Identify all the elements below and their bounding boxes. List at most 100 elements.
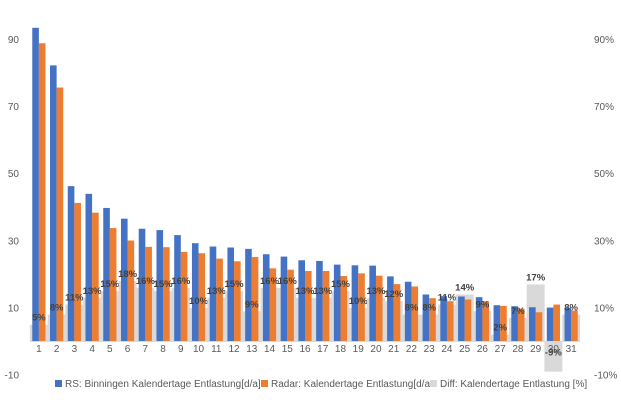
right-axis-tick-label: 70%	[594, 102, 614, 113]
diff-data-label: 8%	[422, 303, 436, 314]
radar-bar	[535, 312, 543, 342]
radar-bar	[411, 286, 419, 342]
legend-swatch	[261, 380, 268, 387]
rs-binningen-bar	[511, 306, 518, 342]
rs-binningen-bar	[475, 297, 483, 342]
radar-bar	[322, 271, 330, 342]
diff-data-label: 15%	[331, 279, 351, 290]
x-axis-tick-label: 17	[317, 344, 329, 355]
x-axis-tick-label: 12	[228, 344, 240, 355]
rs-binningen-bar	[50, 65, 57, 342]
rs-binningen-bar	[440, 296, 447, 342]
diff-data-label: 10%	[349, 296, 369, 307]
legend-swatch	[55, 380, 62, 387]
x-axis-tick-label: 24	[441, 344, 453, 355]
radar-bar	[38, 43, 46, 342]
right-axis-tick-label: 30%	[594, 236, 614, 247]
diff-data-label: 5%	[32, 313, 46, 324]
rs-binningen-bar	[209, 246, 217, 342]
x-axis-tick-label: 6	[125, 344, 131, 355]
right-axis-tick-label: 10%	[594, 303, 614, 314]
rs-binningen-bar	[458, 296, 465, 342]
legend-label: Radar: Kalendertage Entlastung[d/a	[271, 379, 430, 390]
diff-data-label: 16%	[171, 276, 191, 287]
rs-binningen-bar	[191, 243, 199, 342]
rs-binningen-bar	[351, 265, 359, 342]
diff-data-label: 16%	[260, 276, 280, 287]
left-axis-tick-label: 50	[8, 169, 20, 180]
x-axis-tick-label: 7	[143, 344, 149, 355]
diff-data-label: 11%	[438, 293, 457, 304]
diff-data-label: 11%	[65, 293, 84, 304]
rs-binningen-bar	[120, 218, 128, 342]
legend-label: Diff: Kalendertage Entlastung [%]	[440, 379, 587, 390]
diff-data-label: 15%	[154, 279, 174, 290]
rs-binningen-bar	[103, 207, 110, 342]
diff-data-label: 13%	[313, 286, 333, 297]
x-axis-tick-label: 13	[246, 344, 258, 355]
diff-data-label: 9%	[476, 299, 490, 310]
x-axis-tick-label: 31	[566, 344, 578, 355]
rs-binningen-bar	[546, 307, 554, 342]
x-axis-tick-label: 29	[530, 344, 542, 355]
rs-binningen-bar	[32, 27, 39, 342]
diff-data-label: 13%	[366, 286, 386, 297]
right-axis-tick-label: 90%	[594, 35, 614, 46]
radar-bar	[234, 261, 241, 342]
x-axis-tick-label: 14	[264, 344, 276, 355]
diff-data-label: 18%	[118, 269, 138, 280]
x-axis-tick-label: 2	[54, 344, 60, 355]
rs-binningen-bar	[298, 260, 305, 342]
radar-bar	[109, 228, 117, 342]
radar-bar	[92, 212, 99, 342]
left-axis-tick-label: 90	[8, 35, 20, 46]
diff-data-label: 16%	[136, 276, 156, 287]
rs-binningen-bar	[280, 256, 288, 342]
x-axis-tick-label: 10	[193, 344, 205, 355]
radar-bar	[500, 305, 507, 342]
radar-bar	[464, 299, 472, 342]
diff-data-label: 8%	[564, 303, 578, 314]
left-axis-tick-label: -10	[5, 371, 20, 382]
diff-data-label: 16%	[278, 276, 298, 287]
diff-bar	[544, 341, 563, 372]
radar-bar	[340, 276, 348, 342]
radar-bar	[482, 301, 490, 342]
radar-bar	[251, 256, 259, 342]
diff-data-label: 13%	[207, 286, 227, 297]
diff-data-label: 15%	[225, 279, 245, 290]
radar-bar	[74, 202, 81, 342]
rs-binningen-bar	[245, 248, 252, 342]
x-axis-tick-label: 8	[160, 344, 166, 355]
rs-binningen-bar	[85, 193, 93, 342]
rs-binningen-bar	[227, 247, 235, 342]
x-axis-tick-label: 26	[477, 344, 489, 355]
diff-data-label: 8%	[405, 303, 419, 314]
radar-bar	[180, 251, 188, 342]
radar-bar	[145, 246, 152, 342]
diff-data-label: 10%	[189, 296, 209, 307]
left-axis-tick-label: 70	[8, 102, 20, 113]
diff-data-label: 8%	[50, 303, 64, 314]
x-axis-tick-label: 9	[178, 344, 184, 355]
diff-data-label: 17%	[526, 272, 546, 283]
radar-bar	[287, 269, 294, 342]
x-axis-tick-label: 3	[72, 344, 78, 355]
diff-data-label: -9%	[545, 347, 562, 358]
x-axis-tick-label: 30	[548, 344, 560, 355]
diff-data-label: 9%	[245, 299, 259, 310]
left-axis-tick-label: 30	[8, 236, 20, 247]
diff-data-label: 14%	[455, 282, 475, 293]
radar-bar	[216, 258, 223, 342]
rs-binningen-bar	[67, 186, 75, 342]
radar-bar	[375, 275, 383, 342]
x-axis-tick-label: 18	[335, 344, 347, 355]
rs-binningen-bar	[333, 264, 341, 342]
x-axis-tick-label: 15	[282, 344, 294, 355]
radar-bar	[429, 298, 436, 342]
rs-binningen-bar	[564, 307, 572, 342]
rs-binningen-bar	[493, 305, 501, 342]
x-axis-tick-label: 16	[299, 344, 311, 355]
